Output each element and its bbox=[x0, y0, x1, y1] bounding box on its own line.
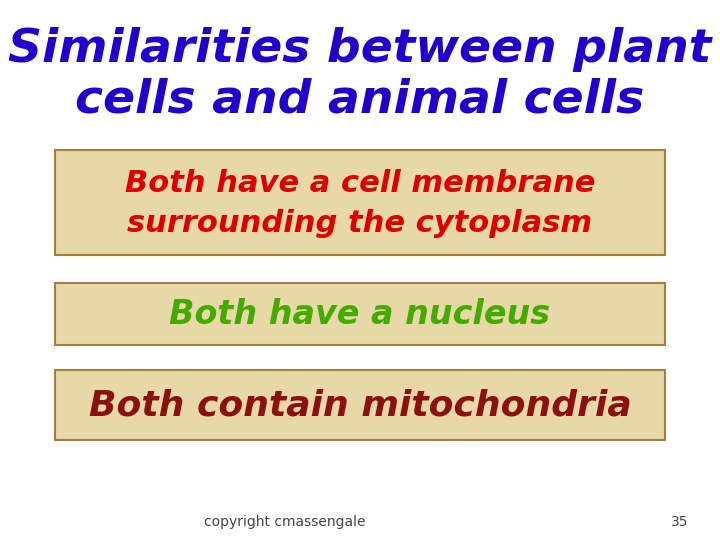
Text: Both have a nucleus: Both have a nucleus bbox=[169, 298, 551, 330]
Text: copyright cmassengale: copyright cmassengale bbox=[204, 515, 366, 529]
Text: Both contain mitochondria: Both contain mitochondria bbox=[89, 388, 631, 422]
Text: Both have a cell membrane: Both have a cell membrane bbox=[125, 169, 595, 198]
Text: surrounding the cytoplasm: surrounding the cytoplasm bbox=[127, 209, 593, 238]
FancyBboxPatch shape bbox=[55, 370, 665, 440]
FancyBboxPatch shape bbox=[55, 150, 665, 255]
FancyBboxPatch shape bbox=[55, 283, 665, 345]
Text: cells and animal cells: cells and animal cells bbox=[76, 78, 644, 123]
Text: Similarities between plant: Similarities between plant bbox=[9, 28, 711, 72]
Text: 35: 35 bbox=[671, 515, 689, 529]
